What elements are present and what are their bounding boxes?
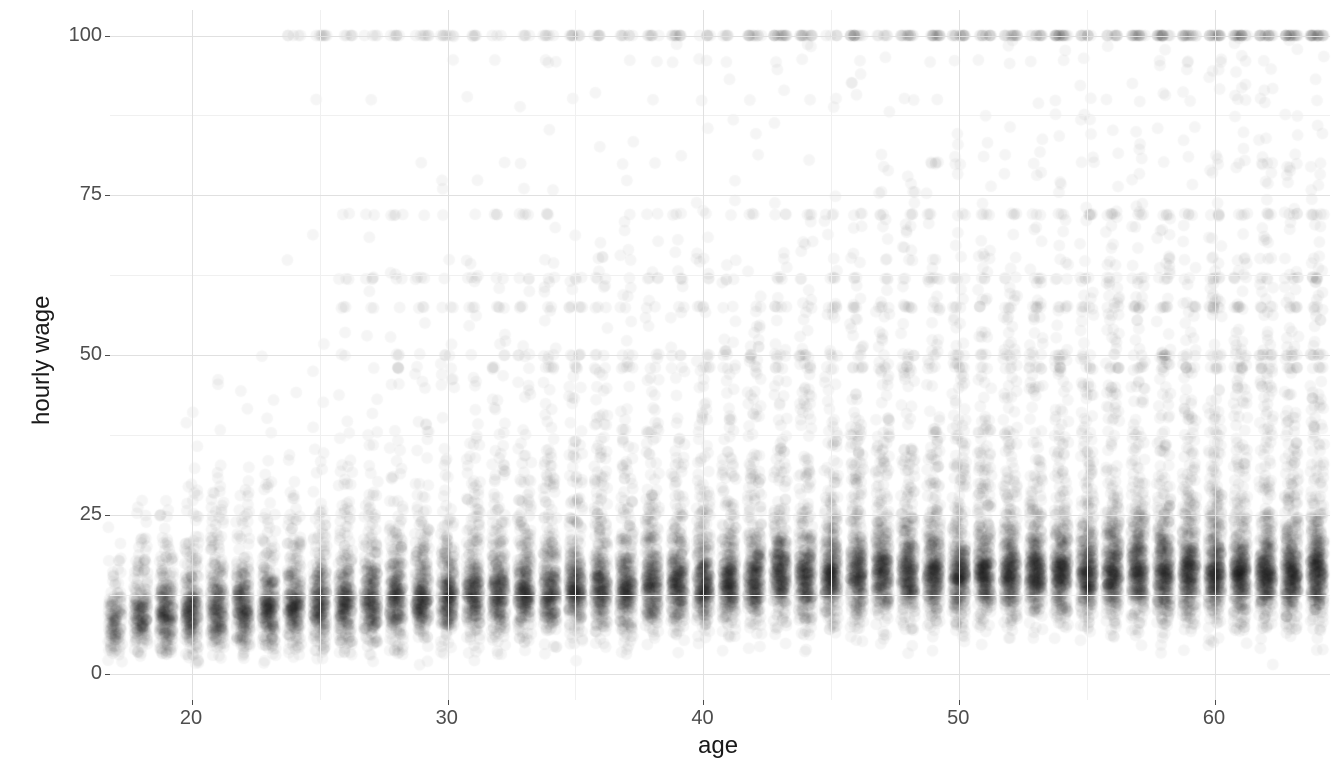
y-major-gridline [110,355,1330,356]
y-tick-label: 75 [80,183,102,206]
y-tick-label: 25 [80,503,102,526]
y-minor-gridline [110,275,1330,276]
x-tick [703,700,704,705]
y-axis-title: hourly wage [28,296,56,425]
y-tick [105,36,110,37]
y-tick-label: 50 [80,343,102,366]
x-tick-label: 60 [1203,707,1225,730]
x-tick [192,700,193,705]
x-axis-title: age [698,732,738,760]
y-minor-gridline [110,595,1330,596]
y-major-gridline [110,195,1330,196]
y-major-gridline [110,674,1330,675]
y-tick [105,515,110,516]
x-tick-label: 30 [436,707,458,730]
scatter-chart: hourly wage age 20 30 40 50 60 0 25 50 75 100 [0,0,1344,768]
y-tick [105,674,110,675]
x-tick [959,700,960,705]
x-tick-label: 50 [947,707,969,730]
y-minor-gridline [110,435,1330,436]
y-tick [105,195,110,196]
y-major-gridline [110,36,1330,37]
y-tick-label: 0 [91,662,102,685]
x-tick-label: 20 [180,707,202,730]
y-minor-gridline [110,115,1330,116]
x-tick-label: 40 [691,707,713,730]
y-tick-label: 100 [69,24,102,47]
x-tick [1215,700,1216,705]
x-tick [448,700,449,705]
y-major-gridline [110,515,1330,516]
y-tick [105,355,110,356]
